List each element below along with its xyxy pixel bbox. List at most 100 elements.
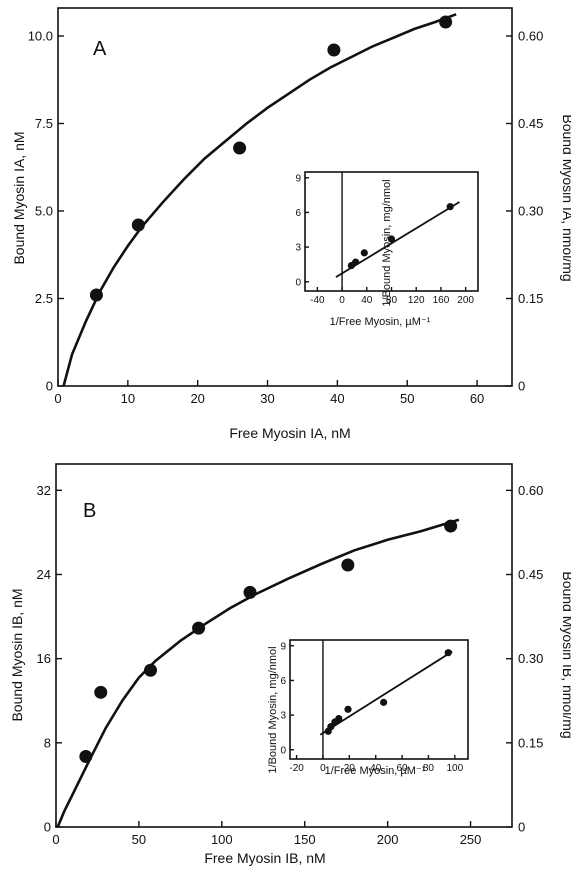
x-tick-label: 150 xyxy=(294,832,316,847)
y-axis-label: Bound Myosin IB, nM xyxy=(9,588,25,721)
inset-data-point xyxy=(446,203,454,211)
x-tick-label: 30 xyxy=(260,391,274,406)
y2-tick-label: 0.30 xyxy=(518,651,543,666)
panel-a: A Free Myosin IA, nM Bound Myosin IA, nM… xyxy=(11,7,571,441)
panel-label: B xyxy=(83,500,96,522)
inset-data-point xyxy=(335,714,343,723)
y-tick-label: 5.0 xyxy=(35,204,53,219)
plot-frame xyxy=(55,463,513,828)
plot-frame xyxy=(57,7,513,387)
y-tick-label: 8 xyxy=(44,735,51,750)
y-axis-label: Bound Myosin IA, nM xyxy=(11,131,27,264)
x-axis-label: Free Myosin IB, nM xyxy=(204,850,325,866)
panel-b: B Free Myosin IB, nM Bound Myosin IB, nM… xyxy=(9,463,571,866)
inset-y-tick-label: 3 xyxy=(295,243,301,254)
data-point xyxy=(144,663,158,677)
data-point xyxy=(243,585,257,599)
fit-curve xyxy=(56,518,460,828)
y2-tick-label: 0.60 xyxy=(518,483,543,498)
inset-y-axis-label: 1/Bound Myosin, mg/nmol xyxy=(381,179,393,306)
inset-x-tick-label: 60 xyxy=(397,763,409,774)
y-tick-label: 0 xyxy=(46,379,53,394)
inset-y-tick-label: 9 xyxy=(295,173,301,184)
inset-x-tick-label: 100 xyxy=(446,763,463,774)
panel-label: A xyxy=(93,38,107,60)
y-tick-label: 16 xyxy=(37,651,51,666)
x-tick-label: 250 xyxy=(460,832,482,847)
data-point xyxy=(192,621,206,635)
main-plot: 0 10 20 30 40 50 6002.55.07.510.000.150.300.45… xyxy=(28,7,543,406)
inset-data-point xyxy=(387,235,396,243)
y2-axis-label: Bound Myosin IA, nmol/mg xyxy=(560,114,571,281)
inset-y-tick-label: 0 xyxy=(280,745,286,756)
inset-x-tick-label: 40 xyxy=(361,295,373,306)
fit-curve xyxy=(62,13,457,387)
x-tick-label: 40 xyxy=(330,391,344,406)
inset-y-tick-label: 9 xyxy=(280,641,286,652)
inset-data-point xyxy=(360,249,368,257)
inset-data-point xyxy=(344,705,352,713)
data-point xyxy=(89,288,103,302)
inset-x-axis-label: 1/Free Myosin, µM⁻¹ xyxy=(325,765,426,777)
data-point xyxy=(131,218,145,232)
inset-y-axis-label: 1/Bound Myosin, mg/nmol xyxy=(267,646,279,773)
y-tick-label: 32 xyxy=(37,483,51,498)
data-point xyxy=(94,685,108,699)
x-axis-label: Free Myosin IA, nM xyxy=(229,425,350,441)
y2-tick-label: 0.45 xyxy=(518,567,543,582)
inset-x-tick-label: 160 xyxy=(433,295,450,306)
y2-tick-label: 0 xyxy=(518,820,525,835)
y-tick-label: 0 xyxy=(44,820,51,835)
y-tick-label: 2.5 xyxy=(35,291,53,306)
inset-x-tick-label: -20 xyxy=(289,763,304,774)
inset-x-tick-label: 80 xyxy=(423,763,435,774)
inset-x-tick-label: 120 xyxy=(408,295,425,306)
data-point xyxy=(233,141,247,155)
x-tick-label: 200 xyxy=(377,832,399,847)
data-point xyxy=(444,519,458,533)
x-tick-label: 60 xyxy=(470,391,484,406)
data-point xyxy=(327,43,341,57)
data-point xyxy=(341,558,355,572)
inset-y-tick-label: 3 xyxy=(280,711,286,722)
inset-x-tick-label: 20 xyxy=(344,763,356,774)
y2-axis-label: Bound Myosin IB, nmol/mg xyxy=(560,571,571,738)
y-tick-label: 10.0 xyxy=(28,29,53,44)
y2-tick-label: 0.15 xyxy=(518,735,543,750)
y2-tick-label: 0.15 xyxy=(518,291,543,306)
data-point xyxy=(439,15,453,29)
data-point xyxy=(79,750,93,764)
x-tick-label: 0 xyxy=(52,832,59,847)
inset-x-tick-label: 80 xyxy=(386,295,398,306)
y2-tick-label: 0.60 xyxy=(518,29,543,44)
inset-x-tick-label: 0 xyxy=(320,763,326,774)
inset-plot: -40 0 40 80 120 160 200 0 3 6 9 xyxy=(295,171,479,306)
inset-x-tick-label: -40 xyxy=(310,295,325,306)
inset-data-point xyxy=(380,698,388,706)
inset-frame xyxy=(289,639,469,760)
x-tick-label: 50 xyxy=(132,832,146,847)
inset-data-point xyxy=(352,258,360,266)
y2-tick-label: 0.45 xyxy=(518,116,543,131)
inset-y-tick-label: 0 xyxy=(295,277,301,288)
inset-fit-line xyxy=(319,650,453,736)
y2-tick-label: 0 xyxy=(518,379,525,394)
inset-x-tick-label: 40 xyxy=(370,763,382,774)
inset-data-point xyxy=(444,649,452,657)
x-tick-label: 20 xyxy=(190,391,204,406)
inset-x-tick-label: 0 xyxy=(339,295,345,306)
x-tick-label: 100 xyxy=(211,832,233,847)
y2-tick-label: 0.30 xyxy=(518,204,543,219)
x-tick-label: 50 xyxy=(400,391,414,406)
x-tick-label: 0 xyxy=(54,391,61,406)
inset-x-tick-label: 200 xyxy=(457,295,474,306)
y-tick-label: 7.5 xyxy=(35,116,53,131)
inset-y-tick-label: 6 xyxy=(295,208,301,219)
x-tick-label: 10 xyxy=(121,391,135,406)
y-tick-label: 24 xyxy=(37,567,51,582)
inset-y-tick-label: 6 xyxy=(280,676,286,687)
inset-x-axis-label: 1/Free Myosin, µM⁻¹ xyxy=(330,316,431,328)
